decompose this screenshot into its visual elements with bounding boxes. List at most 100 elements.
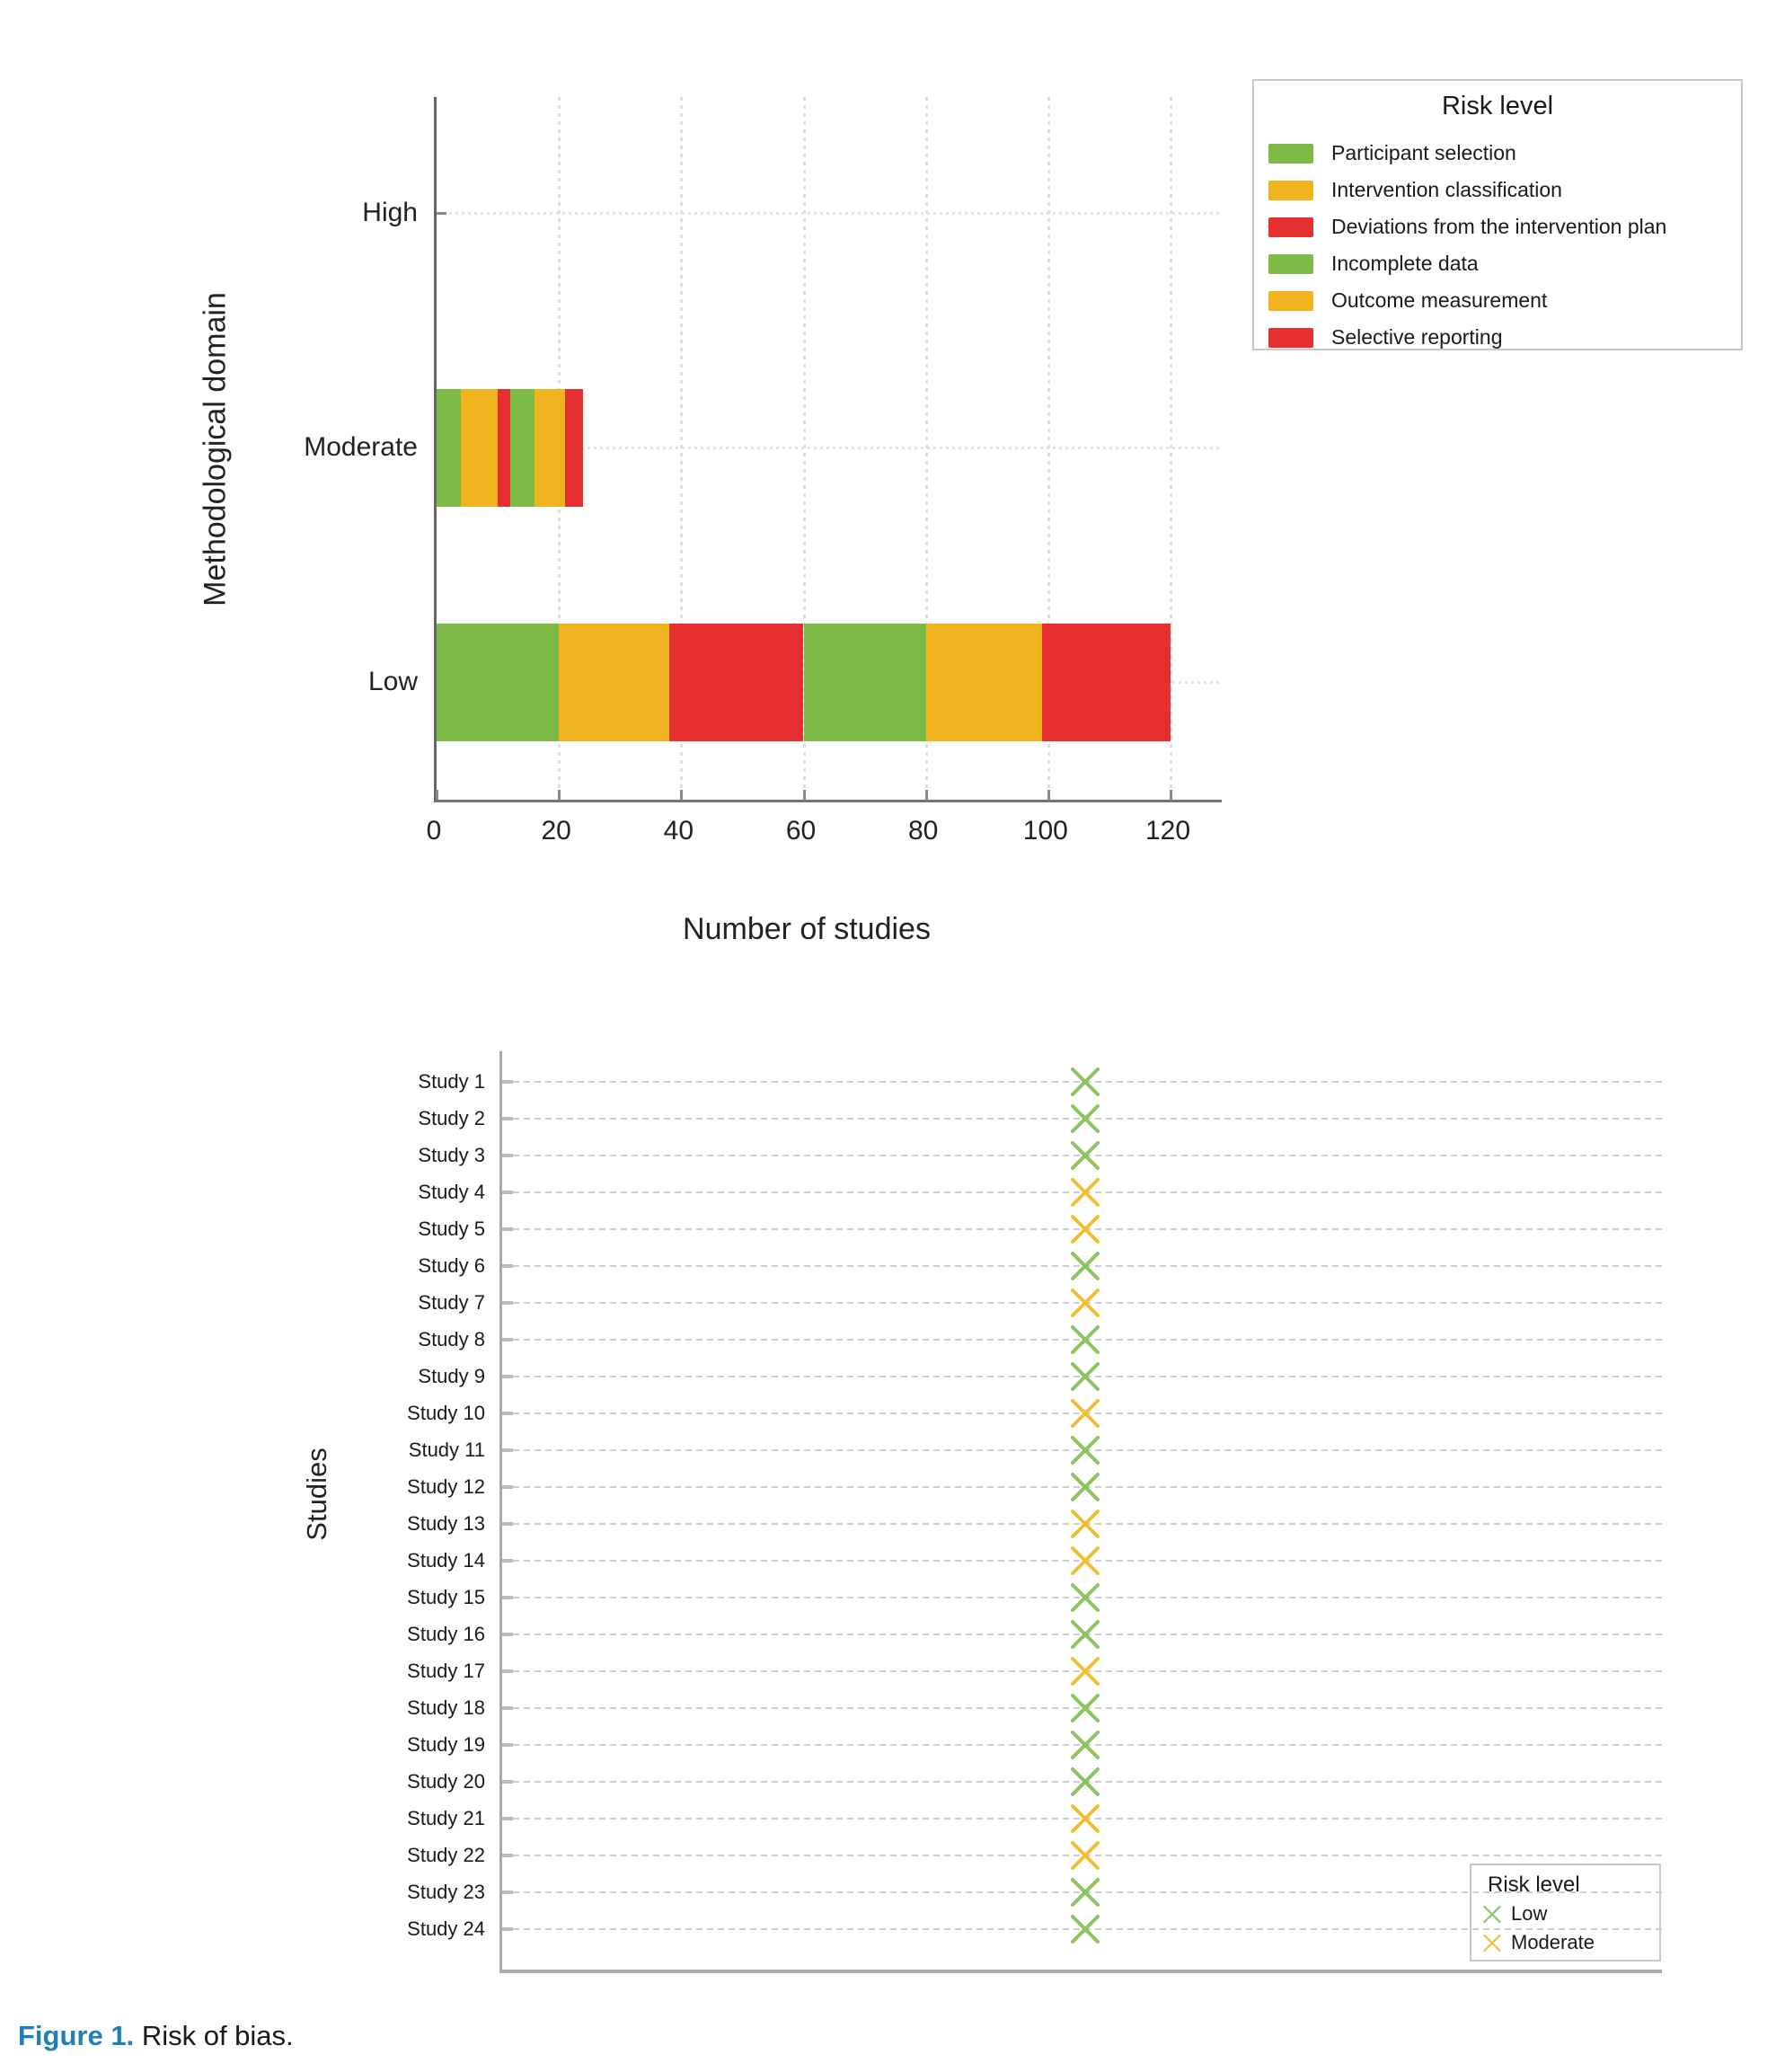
y-tick-study-5 xyxy=(502,1227,513,1231)
bar-segment-moderate xyxy=(461,388,499,507)
risk-level-legend-items: Participant selection Intervention classi… xyxy=(1268,135,1734,356)
risk-marker-low xyxy=(1069,1914,1101,1944)
risk-marker-low xyxy=(1069,1619,1101,1650)
gridline-study-24 xyxy=(502,1928,1662,1930)
bar-segment-low xyxy=(803,623,926,741)
legend-item-label: Moderate xyxy=(1511,1931,1595,1953)
study-label-14: Study 14 xyxy=(407,1549,485,1572)
x-tick-label-20: 20 xyxy=(541,816,571,846)
y-tick-study-22 xyxy=(502,1854,513,1857)
y-tick-study-16 xyxy=(502,1633,513,1636)
gridline-study-5 xyxy=(502,1228,1662,1230)
study-label-8: Study 8 xyxy=(418,1328,485,1350)
y-tick-study-14 xyxy=(502,1559,513,1563)
x-marker-icon xyxy=(1071,1841,1100,1870)
figure-caption: Figure 1. Risk of bias. xyxy=(18,2020,294,2052)
study-risk-legend-title: Risk level xyxy=(1488,1873,1580,1897)
x-marker-icon xyxy=(1071,1767,1100,1796)
bar-segment-low xyxy=(668,623,804,741)
gridline-study-17 xyxy=(502,1670,1662,1672)
gridline-study-7 xyxy=(502,1302,1662,1304)
risk-marker-low xyxy=(1069,1324,1101,1355)
x-marker-icon xyxy=(1071,1731,1100,1759)
gridline-study-16 xyxy=(502,1634,1662,1635)
risk-marker-low xyxy=(1069,1103,1101,1134)
legend-item-label: Participant selection xyxy=(1331,141,1516,164)
y-tick-study-19 xyxy=(502,1743,513,1747)
legend-item-label: Low xyxy=(1511,1902,1548,1925)
gridline-study-8 xyxy=(502,1339,1662,1341)
study-risk-legend-items: Low Moderate xyxy=(1471,1899,1659,1957)
gridline-study-3 xyxy=(502,1155,1662,1156)
gridline-study-18 xyxy=(502,1707,1662,1709)
risk-marker-low xyxy=(1069,1251,1101,1281)
legend-item: Outcome measurement xyxy=(1268,282,1734,319)
x-marker-icon xyxy=(1071,1546,1100,1575)
gridline-study-13 xyxy=(502,1523,1662,1525)
study-label-16: Study 16 xyxy=(407,1623,485,1645)
gridline-study-19 xyxy=(502,1744,1662,1746)
y-tick-study-6 xyxy=(502,1264,513,1268)
bar-segment-moderate xyxy=(437,388,462,507)
legend-item: Intervention classification xyxy=(1268,172,1734,208)
gridline-y-high xyxy=(437,212,1222,215)
y-tick-study-12 xyxy=(502,1485,513,1489)
category-label-low: Low xyxy=(367,667,418,696)
risk-marker-moderate xyxy=(1069,1656,1101,1687)
y-tick-study-21 xyxy=(502,1817,513,1820)
legend-item: Participant selection xyxy=(1268,135,1734,172)
x-marker-icon xyxy=(1071,1141,1100,1170)
bar-segment-low xyxy=(559,623,669,741)
y-tick-study-3 xyxy=(502,1154,513,1157)
risk-marker-low xyxy=(1069,1140,1101,1171)
study-label-19: Study 19 xyxy=(407,1733,485,1756)
x-marker-icon xyxy=(1071,1620,1100,1649)
x-marker-icon xyxy=(1071,1178,1100,1207)
legend-item-label: Outcome measurement xyxy=(1331,288,1548,312)
x-marker-icon xyxy=(1071,1510,1100,1538)
x-tick-label-40: 40 xyxy=(663,816,694,846)
bar-segment-low xyxy=(925,623,1042,741)
risk-marker-low xyxy=(1069,1693,1101,1723)
x-tick-100 xyxy=(1047,790,1050,800)
x-marker-icon xyxy=(1071,1915,1100,1944)
gridline-study-4 xyxy=(502,1191,1662,1193)
x-tick-60 xyxy=(802,790,806,800)
study-label-23: Study 23 xyxy=(407,1881,485,1903)
x-tick-80 xyxy=(924,790,928,800)
x-marker-icon xyxy=(1483,1905,1501,1923)
category-label-moderate: Moderate xyxy=(304,432,418,462)
x-marker-icon xyxy=(1071,1583,1100,1612)
y-tick-study-4 xyxy=(502,1191,513,1194)
legend-item: Selective reporting xyxy=(1268,319,1734,356)
gridline-study-14 xyxy=(502,1560,1662,1562)
risk-marker-moderate xyxy=(1069,1840,1101,1871)
gridline-study-23 xyxy=(502,1891,1662,1893)
domain-chart-plot-area xyxy=(434,97,1222,802)
legend-item-label: Deviations from the intervention plan xyxy=(1331,215,1667,238)
x-tick-20 xyxy=(558,790,561,800)
domain-chart-x-axis-title: Number of studies xyxy=(683,912,931,946)
gridline-study-11 xyxy=(502,1449,1662,1451)
risk-marker-low xyxy=(1069,1730,1101,1760)
study-label-21: Study 21 xyxy=(407,1807,485,1829)
figure-caption-label: Figure 1. xyxy=(18,2020,135,2051)
legend-swatch xyxy=(1268,143,1313,164)
category-label-high: High xyxy=(362,198,418,227)
risk-marker-low xyxy=(1069,1361,1101,1392)
legend-swatch xyxy=(1268,253,1313,274)
x-tick-label-100: 100 xyxy=(1022,816,1068,846)
legend-item: Deviations from the intervention plan xyxy=(1268,208,1734,245)
risk-marker-low xyxy=(1069,1582,1101,1613)
y-tick-study-7 xyxy=(502,1301,513,1305)
legend-swatch xyxy=(1268,290,1313,311)
y-tick-study-15 xyxy=(502,1596,513,1599)
x-tick-label-80: 80 xyxy=(907,816,939,846)
x-marker-icon xyxy=(1071,1362,1100,1391)
study-label-5: Study 5 xyxy=(418,1218,485,1240)
study-risk-legend: Risk level Low Moderate xyxy=(1470,1864,1661,1961)
x-marker-icon xyxy=(1071,1215,1100,1244)
risk-marker-low xyxy=(1069,1877,1101,1908)
risk-marker-low xyxy=(1069,1767,1101,1797)
bar-segment-moderate xyxy=(498,388,510,507)
